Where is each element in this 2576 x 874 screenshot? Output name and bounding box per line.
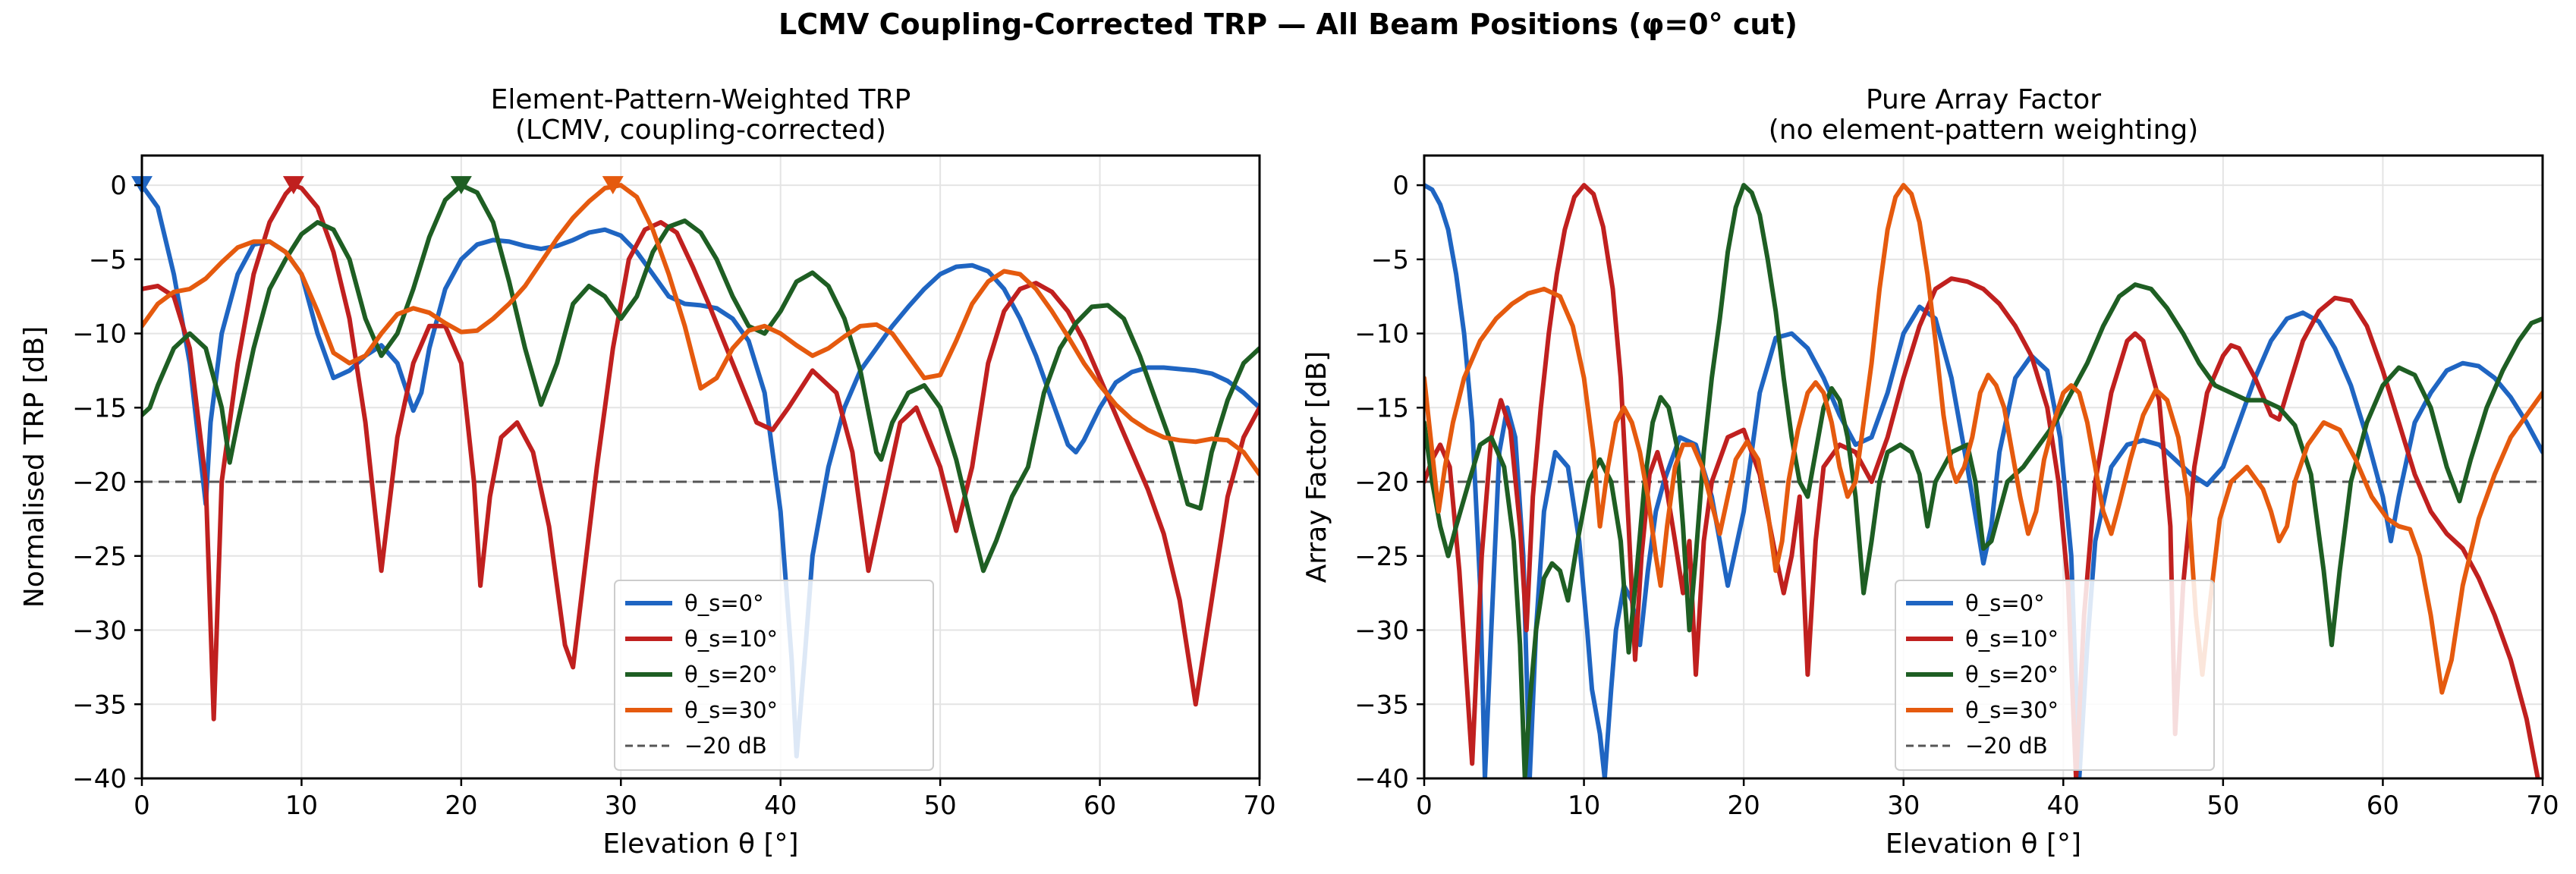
series-line: [1424, 183, 2543, 778]
y-tick-label: −40: [1354, 764, 1409, 794]
x-axis-label: Elevation θ [°]: [1886, 828, 2081, 860]
legend-label: θ_s=30°: [1965, 697, 2059, 723]
series-group: [142, 183, 1260, 759]
y-tick-label: −25: [72, 542, 127, 572]
x-tick-label: 10: [285, 791, 318, 821]
x-tick-label: 20: [445, 791, 477, 821]
y-tick-label: −35: [72, 690, 127, 720]
series-line: [1424, 183, 2543, 695]
legend-box: [1895, 580, 2215, 771]
y-tick-label: 0: [1392, 171, 1409, 201]
y-tick-label: −40: [72, 764, 127, 794]
y-tick-label: −30: [72, 616, 127, 646]
x-tick-label: 50: [924, 791, 957, 821]
y-tick-label: 0: [110, 171, 127, 201]
x-tick-label: 40: [764, 791, 797, 821]
legend-label: θ_s=10°: [1965, 626, 2059, 652]
x-tick-label: 60: [1084, 791, 1116, 821]
x-tick-label: 10: [1568, 791, 1600, 821]
series-line: [142, 183, 1260, 722]
y-tick-label: −10: [72, 319, 127, 350]
peak-marker: [602, 176, 624, 195]
chart-panel-1: 0 10 20 30 40 50 60 70 0 −5 −10 −15 −20 −25 −30 −35 −40 E…: [19, 84, 1276, 860]
y-tick-label: −10: [1354, 319, 1409, 350]
x-tick-label: 40: [2047, 791, 2080, 821]
x-axis-label: Elevation θ [°]: [602, 828, 798, 860]
peak-marker: [450, 176, 472, 195]
y-tick-label: −5: [1371, 245, 1409, 275]
x-tick-label: 30: [1887, 791, 1920, 821]
chart-title: Element-Pattern-Weighted TRP: [491, 84, 911, 115]
legend-label: θ_s=30°: [684, 697, 778, 723]
x-tick-label: 0: [1416, 791, 1433, 821]
y-tick-label: −25: [1354, 542, 1409, 572]
legend-label: θ_s=0°: [1965, 590, 2045, 616]
chart-title: (no element-pattern weighting): [1769, 115, 2199, 146]
x-tick-label: 70: [1243, 791, 1275, 821]
plot-frame: [140, 154, 1261, 780]
peak-marker: [282, 176, 304, 195]
series-line: [1424, 183, 2540, 778]
y-tick-label: −5: [89, 245, 127, 275]
y-axis-label: Normalised TRP [dB]: [19, 326, 50, 608]
x-tick-label: 20: [1728, 791, 1760, 821]
x-tick-label: 50: [2206, 791, 2239, 821]
legend-label: −20 dB: [1965, 733, 2048, 759]
plot-frame: [1423, 154, 2544, 780]
chart-panel-2: 0 10 20 30 40 50 60 70 0 −5 −10 −15 −20 −25 −30 −35 −40 E…: [1301, 84, 2559, 860]
y-tick-label: −20: [1354, 467, 1409, 498]
y-axis-label: Array Factor [dB]: [1301, 351, 1332, 583]
legend: θ_s=0° θ_s=10° θ_s=20° θ_s=30° −20 dB: [1895, 580, 2215, 771]
legend-box: [614, 580, 934, 771]
series-line: [142, 183, 1260, 574]
legend: θ_s=0° θ_s=10° θ_s=20° θ_s=30° −20 dB: [614, 580, 934, 771]
chart-title: (LCMV, coupling-corrected): [515, 115, 886, 146]
y-tick-label: −35: [1354, 690, 1409, 720]
legend-label: −20 dB: [684, 733, 767, 759]
y-tick-label: −20: [72, 467, 127, 498]
chart-title: Pure Array Factor: [1866, 84, 2101, 115]
y-tick-label: −15: [1354, 393, 1409, 423]
series-group: [1424, 183, 2543, 778]
legend-label: θ_s=20°: [684, 662, 778, 687]
series-line: [142, 183, 1260, 477]
legend-label: θ_s=20°: [1965, 662, 2059, 687]
x-tick-label: 0: [134, 791, 150, 821]
legend-label: θ_s=0°: [684, 590, 764, 616]
figure-title: LCMV Coupling-Corrected TRP — All Beam P…: [778, 8, 1798, 41]
x-tick-label: 30: [605, 791, 637, 821]
x-tick-label: 70: [2526, 791, 2559, 821]
y-tick-label: −15: [72, 393, 127, 423]
x-tick-label: 60: [2367, 791, 2399, 821]
legend-label: θ_s=10°: [684, 626, 778, 652]
y-tick-label: −30: [1354, 616, 1409, 646]
